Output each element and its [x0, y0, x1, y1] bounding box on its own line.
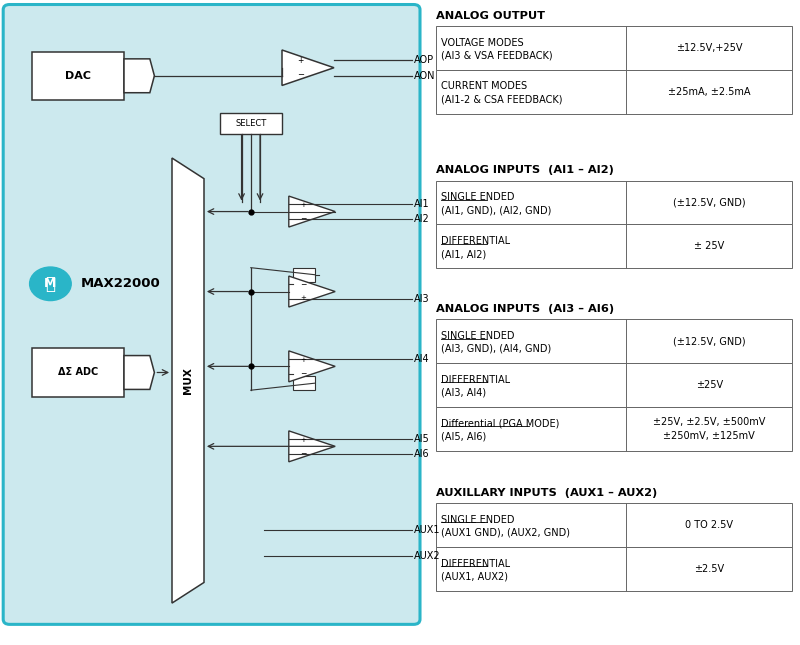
Text: −: −	[301, 369, 307, 378]
Polygon shape	[172, 158, 204, 603]
Text: AUXILLARY INPUTS  (AUX1 – AUX2): AUXILLARY INPUTS (AUX1 – AUX2)	[436, 488, 658, 498]
Text: ANALOG OUTPUT: ANALOG OUTPUT	[436, 10, 545, 21]
Text: MUX: MUX	[183, 367, 193, 394]
Bar	[436, 224, 792, 268]
Text: (AI1, AI2): (AI1, AI2)	[441, 249, 486, 259]
Text: AI4: AI4	[414, 353, 430, 364]
Bar	[436, 547, 792, 591]
Text: ΔΣ ADC: ΔΣ ADC	[58, 368, 98, 377]
Text: 0 TO 2.5V: 0 TO 2.5V	[686, 520, 734, 530]
Text: DIFFERENTIAL: DIFFERENTIAL	[441, 559, 510, 569]
Polygon shape	[289, 351, 335, 382]
Text: AON: AON	[414, 70, 436, 81]
Text: (AI1-2 & CSA FEEDBACK): (AI1-2 & CSA FEEDBACK)	[441, 94, 562, 104]
Text: AUX2: AUX2	[414, 551, 441, 561]
Polygon shape	[289, 196, 335, 227]
Text: −: −	[301, 449, 307, 458]
Polygon shape	[124, 355, 154, 390]
Text: (AI3, GND), (AI4, GND): (AI3, GND), (AI4, GND)	[441, 344, 551, 354]
Text: +: +	[301, 295, 306, 301]
Text: (AI5, AI6): (AI5, AI6)	[441, 432, 486, 442]
Text: SINGLE ENDED: SINGLE ENDED	[441, 515, 514, 525]
Text: (AUX1 GND), (AUX2, GND): (AUX1 GND), (AUX2, GND)	[441, 528, 570, 538]
Text: M: M	[44, 277, 57, 290]
Text: AOP: AOP	[414, 55, 434, 65]
Text: DIFFERENTIAL: DIFFERENTIAL	[441, 375, 510, 385]
Text: ±2.5V: ±2.5V	[694, 564, 724, 574]
Text: AUX1: AUX1	[414, 525, 441, 535]
Text: CURRENT MODES: CURRENT MODES	[441, 81, 527, 92]
Text: DIFFERENTIAL: DIFFERENTIAL	[441, 236, 510, 246]
Text: SINGLE ENDED: SINGLE ENDED	[441, 192, 514, 203]
Text: (AUX1, AUX2): (AUX1, AUX2)	[441, 571, 508, 582]
Text: DAC: DAC	[65, 71, 91, 81]
Polygon shape	[124, 59, 154, 93]
Bar	[436, 319, 792, 363]
Text: ANALOG INPUTS  (AI1 – AI2): ANALOG INPUTS (AI1 – AI2)	[436, 165, 614, 175]
Bar	[436, 407, 792, 451]
Text: (AI1, GND), (AI2, GND): (AI1, GND), (AI2, GND)	[441, 205, 551, 215]
Text: Ⓜ: Ⓜ	[46, 275, 55, 293]
Text: ±25V: ±25V	[696, 380, 722, 390]
Bar	[436, 503, 792, 547]
Text: (±12.5V, GND): (±12.5V, GND)	[673, 197, 746, 208]
Text: −: −	[301, 214, 307, 223]
Text: SINGLE ENDED: SINGLE ENDED	[441, 331, 514, 341]
Text: ANALOG INPUTS  (AI3 – AI6): ANALOG INPUTS (AI3 – AI6)	[436, 304, 614, 314]
Text: +: +	[297, 56, 303, 65]
Bar	[293, 376, 315, 390]
Bar	[436, 70, 792, 114]
Text: ± 25V: ± 25V	[694, 241, 724, 252]
Text: +: +	[301, 437, 306, 442]
Circle shape	[30, 267, 71, 301]
Polygon shape	[282, 50, 334, 85]
Text: AI3: AI3	[414, 294, 430, 304]
Text: AI1: AI1	[414, 199, 430, 209]
Text: VOLTAGE MODES: VOLTAGE MODES	[441, 37, 523, 48]
Text: Differential (PGA MODE): Differential (PGA MODE)	[441, 419, 559, 429]
Text: SELECT: SELECT	[235, 119, 266, 128]
Bar	[220, 113, 282, 134]
Bar	[436, 181, 792, 224]
Text: +: +	[301, 357, 306, 362]
Text: AI5: AI5	[414, 433, 430, 444]
Bar	[436, 363, 792, 407]
Text: AI6: AI6	[414, 449, 430, 459]
Bar	[436, 26, 792, 70]
Text: −: −	[297, 70, 304, 79]
Polygon shape	[289, 431, 335, 462]
Text: (AI3 & VSA FEEDBACK): (AI3 & VSA FEEDBACK)	[441, 50, 553, 61]
Text: ±12.5V,+25V: ±12.5V,+25V	[676, 43, 742, 53]
Text: ±250mV, ±125mV: ±250mV, ±125mV	[663, 430, 755, 441]
Text: AI2: AI2	[414, 214, 430, 224]
Bar	[32, 52, 124, 100]
Text: MAX22000: MAX22000	[81, 277, 161, 290]
Text: (AI3, AI4): (AI3, AI4)	[441, 388, 486, 398]
Text: ±25mA, ±2.5mA: ±25mA, ±2.5mA	[668, 86, 750, 97]
Polygon shape	[289, 276, 335, 307]
Bar	[32, 348, 124, 397]
Text: ±25V, ±2.5V, ±500mV: ±25V, ±2.5V, ±500mV	[653, 417, 766, 428]
FancyBboxPatch shape	[3, 5, 420, 624]
Text: (±12.5V, GND): (±12.5V, GND)	[673, 336, 746, 346]
Bar	[293, 268, 315, 282]
Text: +: +	[301, 202, 306, 208]
Text: −: −	[301, 280, 307, 289]
